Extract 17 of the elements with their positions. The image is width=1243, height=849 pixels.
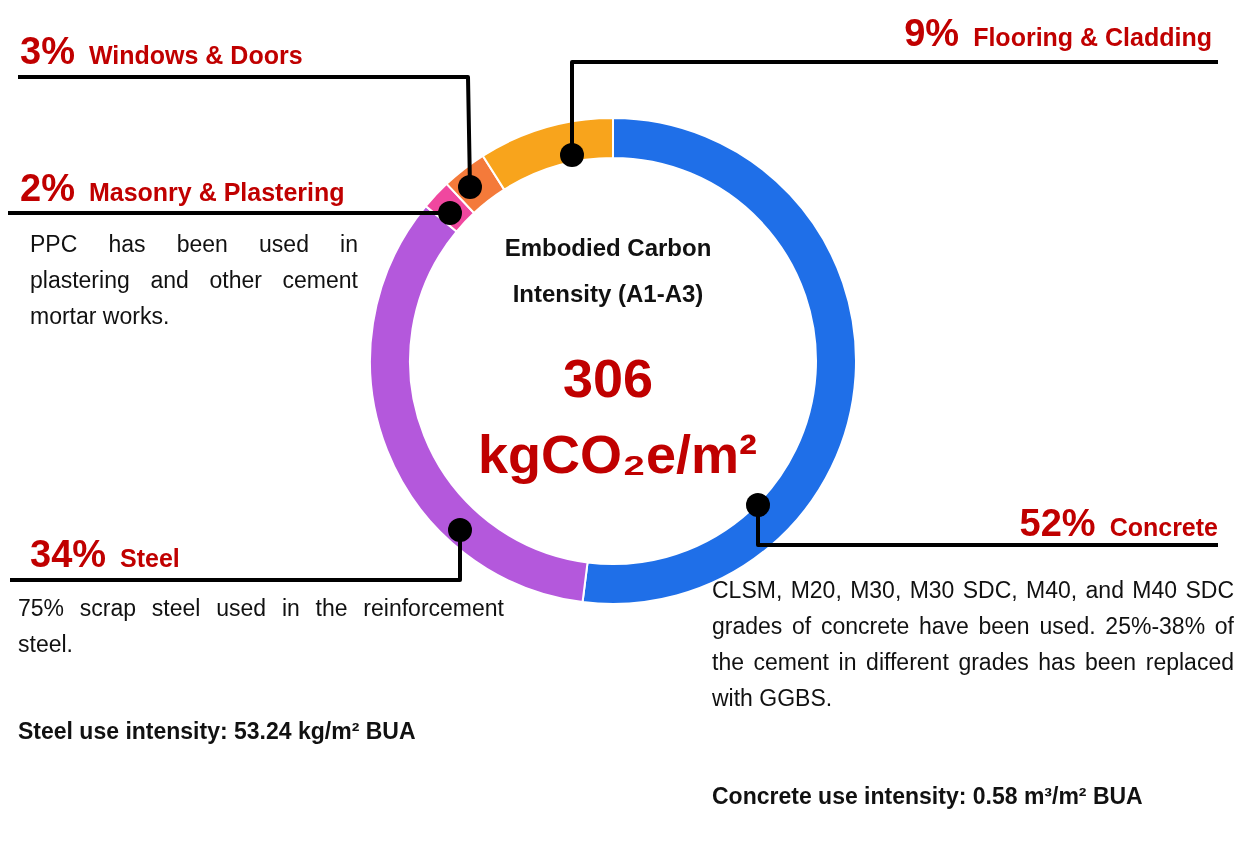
text: 75% scrap steel used in the reinforcement steel. <box>18 594 504 659</box>
data-label: 52% <box>1019 502 1096 544</box>
data-label: 3% <box>20 30 75 72</box>
slice-label: Windows & Doors <box>88 41 303 69</box>
text: PPC has been used in plastering and other cement mortar works. <box>30 230 358 331</box>
data-label: 34% <box>30 533 107 575</box>
data-label: 2% <box>20 167 75 209</box>
slice-label: Flooring & Cladding <box>973 23 1212 51</box>
text: Concrete use intensity: 0.58 m³/m² BUA <box>712 782 1144 811</box>
text: CLSM, M20, M30, M30 SDC, M40, and M40 SDC grades of concrete have been used. 25%-38% of the cement in different grades has been replaced with GGBS. <box>712 576 1234 713</box>
text: 306 kgCO₂e/m² <box>478 347 758 486</box>
slice-label: Steel <box>120 544 180 572</box>
text: Steel use intensity: 53.24 kg/m² BUA <box>18 717 417 746</box>
slice-label: Concrete <box>1109 513 1218 541</box>
slice-label: Masonry & Plastering <box>88 178 345 206</box>
text: Embodied Carbon Intensity (A1-A3) <box>503 233 713 309</box>
data-label: 9% <box>904 12 960 54</box>
